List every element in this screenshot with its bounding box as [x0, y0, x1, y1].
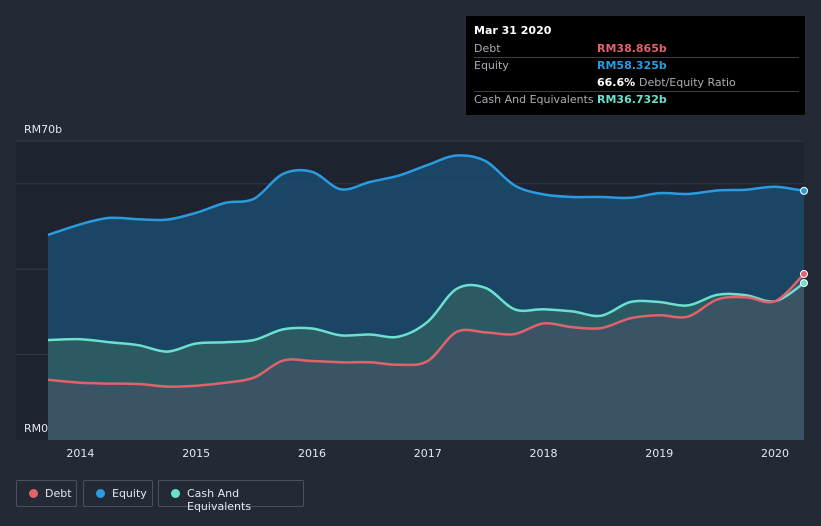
- x-tick-label: 2016: [298, 447, 326, 460]
- debt-dot-icon: [29, 489, 38, 498]
- tooltip-divider: [474, 57, 799, 58]
- equity-end-point: [800, 186, 808, 195]
- tooltip-equity-value: RM58.325b: [597, 59, 667, 72]
- legend-item-cash[interactable]: Cash And Equivalents: [158, 480, 304, 513]
- end-markers: [800, 186, 808, 288]
- series-lines: [47, 154, 805, 388]
- x-tick-label: 2017: [414, 447, 442, 460]
- tooltip-equity-label: Equity: [474, 59, 509, 72]
- y-axis-bottom-label: RM0: [24, 422, 48, 435]
- tooltip-row-debt: Debt RM38.865b: [474, 42, 799, 58]
- equity-dot-icon: [96, 489, 105, 498]
- tooltip-row-cash: Cash And Equivalents RM36.732b: [474, 93, 799, 109]
- tooltip-cash-label: Cash And Equivalents: [474, 93, 594, 106]
- y-axis-top-label: RM70b: [24, 123, 62, 136]
- legend-debt-label: Debt: [45, 487, 72, 500]
- tooltip-ratio-value: 66.6% Debt/Equity Ratio: [597, 76, 736, 89]
- cash-dot-icon: [171, 489, 180, 498]
- cash-line: [47, 282, 805, 353]
- ratio-percent: 66.6%: [597, 76, 636, 89]
- x-tick-label: 2015: [182, 447, 210, 460]
- debt-line: [47, 273, 805, 388]
- legend-equity-label: Equity: [112, 487, 147, 500]
- tooltip-cash-value: RM36.732b: [597, 93, 667, 106]
- tooltip-divider: [474, 91, 799, 92]
- tooltip-date: Mar 31 2020: [474, 24, 552, 37]
- tooltip-debt-label: Debt: [474, 42, 501, 55]
- tooltip-row-ratio: 66.6% Debt/Equity Ratio: [474, 76, 799, 92]
- debt-end-point: [800, 269, 808, 278]
- data-tooltip: Mar 31 2020 Debt RM38.865b Equity RM58.3…: [466, 16, 805, 115]
- x-tick-label: 2018: [530, 447, 558, 460]
- legend-cash-label: Cash And Equivalents: [187, 487, 252, 513]
- legend-item-debt[interactable]: Debt: [16, 480, 77, 507]
- equity-line: [47, 154, 805, 237]
- legend-item-equity[interactable]: Equity: [83, 480, 153, 507]
- ratio-label: Debt/Equity Ratio: [639, 76, 736, 89]
- x-tick-label: 2014: [66, 447, 94, 460]
- x-tick-label: 2020: [761, 447, 789, 460]
- tooltip-debt-value: RM38.865b: [597, 42, 667, 55]
- x-axis-ticks: 2014 2015 2016 2017 2018 2019 2020: [66, 447, 789, 460]
- cash-end-point: [800, 279, 808, 288]
- debt-area: [48, 274, 804, 440]
- x-tick-label: 2019: [645, 447, 673, 460]
- tooltip-row-equity: Equity RM58.325b: [474, 59, 799, 75]
